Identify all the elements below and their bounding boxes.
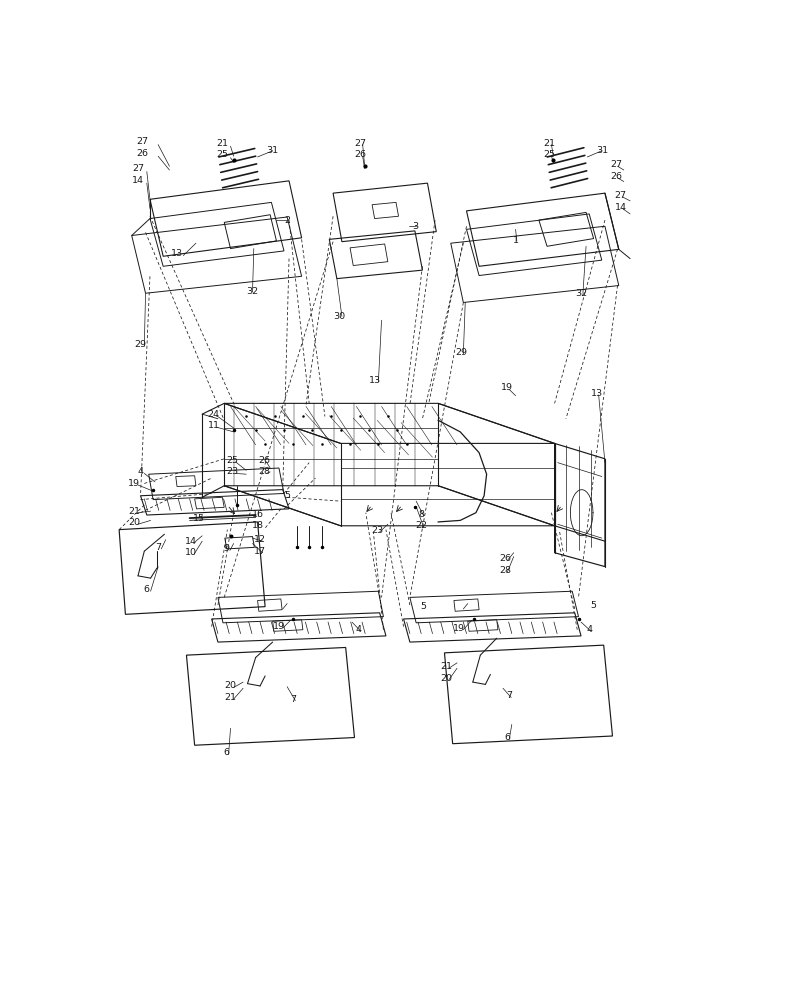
Text: 27: 27 <box>614 191 626 200</box>
Text: 15: 15 <box>193 514 205 523</box>
Text: 9: 9 <box>223 544 229 553</box>
Text: 24: 24 <box>208 410 219 419</box>
Text: 20: 20 <box>440 674 452 683</box>
Text: 18: 18 <box>251 521 264 530</box>
Text: 27: 27 <box>132 164 144 173</box>
Text: 17: 17 <box>254 547 266 556</box>
Text: 5: 5 <box>590 601 596 610</box>
Text: 6: 6 <box>223 748 229 757</box>
Text: 7: 7 <box>290 695 296 704</box>
Text: 5: 5 <box>420 602 426 611</box>
Text: 28: 28 <box>499 566 511 575</box>
Text: 21: 21 <box>128 507 140 516</box>
Text: 26: 26 <box>354 150 367 159</box>
Text: 13: 13 <box>171 249 182 258</box>
Text: 19: 19 <box>500 383 513 392</box>
Text: 23: 23 <box>226 467 238 476</box>
Text: 1: 1 <box>512 236 518 245</box>
Text: 21: 21 <box>543 139 555 148</box>
Text: 7: 7 <box>155 543 161 552</box>
Text: 16: 16 <box>251 510 264 519</box>
Text: 27: 27 <box>354 139 367 148</box>
Text: 2: 2 <box>284 216 290 225</box>
Text: 26: 26 <box>499 554 511 563</box>
Text: 25: 25 <box>226 456 238 465</box>
Text: 13: 13 <box>590 389 603 398</box>
Text: 4: 4 <box>137 467 144 476</box>
Text: 26: 26 <box>610 172 621 181</box>
Text: 25: 25 <box>216 150 228 159</box>
Text: 32: 32 <box>574 289 586 298</box>
Text: 26: 26 <box>136 149 148 158</box>
Text: 27: 27 <box>136 137 148 146</box>
Text: 12: 12 <box>254 535 266 544</box>
Text: 25: 25 <box>543 150 555 159</box>
Text: 22: 22 <box>414 521 427 530</box>
Text: 19: 19 <box>128 479 140 488</box>
Text: 29: 29 <box>135 340 146 349</box>
Text: 26: 26 <box>258 456 269 465</box>
Text: 14: 14 <box>185 537 196 546</box>
Text: 7: 7 <box>506 691 512 700</box>
Text: 6: 6 <box>144 585 149 594</box>
Text: 19: 19 <box>272 622 285 631</box>
Text: 14: 14 <box>614 203 626 212</box>
Text: 20: 20 <box>128 518 140 527</box>
Text: 14: 14 <box>132 176 144 185</box>
Text: 19: 19 <box>453 624 465 633</box>
Text: 13: 13 <box>369 376 381 385</box>
Text: 4: 4 <box>586 625 591 634</box>
Text: 28: 28 <box>258 467 269 476</box>
Text: 27: 27 <box>610 160 621 169</box>
Text: 5: 5 <box>284 491 290 500</box>
Text: 6: 6 <box>504 733 510 742</box>
Text: 21: 21 <box>440 662 452 671</box>
Text: 23: 23 <box>371 526 383 535</box>
Text: 21: 21 <box>216 139 228 148</box>
Text: 11: 11 <box>208 421 219 430</box>
Text: 8: 8 <box>418 510 423 519</box>
Text: 31: 31 <box>595 146 607 155</box>
Text: 10: 10 <box>185 548 196 557</box>
Text: 31: 31 <box>266 146 278 155</box>
Text: 21: 21 <box>224 693 236 702</box>
Text: 29: 29 <box>455 348 467 357</box>
Text: 4: 4 <box>355 625 361 634</box>
Text: 3: 3 <box>411 222 418 231</box>
Text: 20: 20 <box>224 681 236 690</box>
Text: 30: 30 <box>333 312 345 321</box>
Text: 32: 32 <box>247 287 258 296</box>
